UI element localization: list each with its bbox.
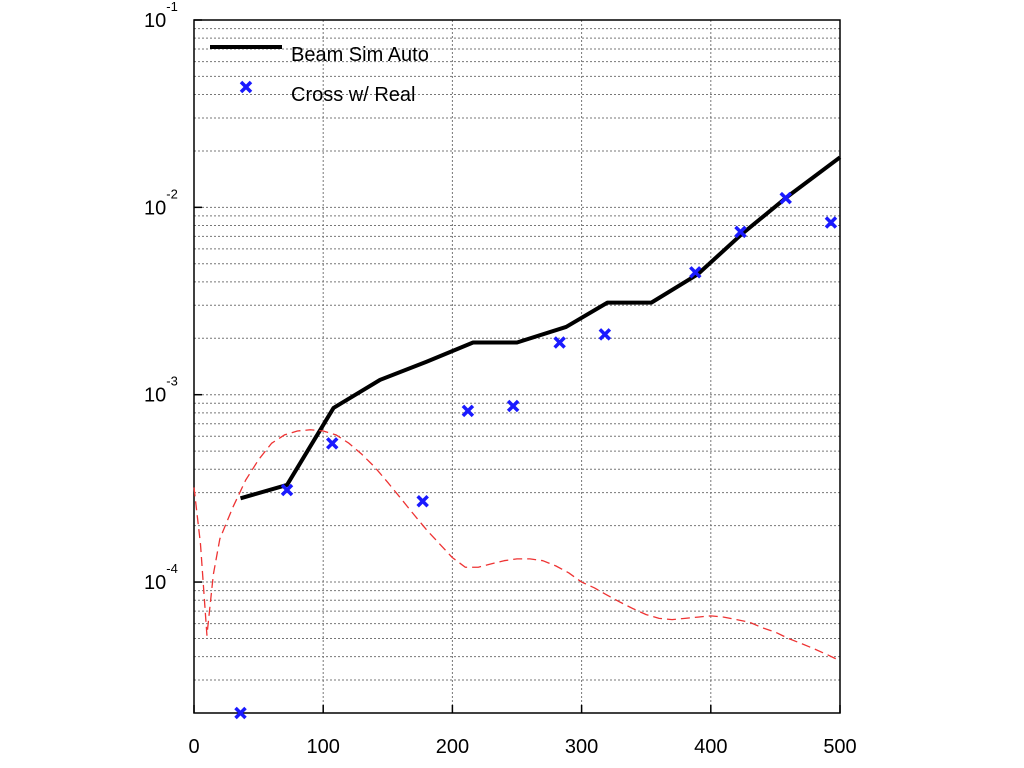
series-line-beam-sim-auto <box>239 155 842 501</box>
data-point-cross <box>506 399 520 413</box>
data-point-cross <box>234 706 247 720</box>
data-point-cross <box>824 216 838 229</box>
legend: Beam Sim Auto Cross w/ Real <box>210 44 429 106</box>
y-tick-label: 10-2 <box>144 186 178 219</box>
legend-marker-swatch <box>239 80 253 94</box>
data-point-cross <box>734 225 747 239</box>
data-point-cross <box>689 266 702 279</box>
data-point-cross <box>416 494 429 508</box>
data-point-cross <box>280 483 294 497</box>
y-axis-ticks: 10-1 10-2 10-3 10-4 <box>144 0 202 594</box>
data-point-cross <box>461 404 475 418</box>
x-tick-label: 400 <box>694 736 727 758</box>
legend-label-beam-sim-auto: Beam Sim Auto <box>291 44 429 66</box>
data-point-cross <box>553 336 566 349</box>
data-point-cross <box>598 328 612 341</box>
x-tick-label: 300 <box>565 736 598 758</box>
y-tick-label: 10-4 <box>144 561 178 594</box>
x-tick-label: 100 <box>307 736 340 758</box>
x-axis-ticks: 0 100 200 300 400 500 <box>188 705 857 758</box>
x-tick-label: 0 <box>188 736 199 758</box>
y-tick-label: 10-1 <box>144 0 178 32</box>
x-tick-label: 500 <box>823 736 856 758</box>
x-tick-label: 200 <box>436 736 469 758</box>
data-point-cross <box>326 437 339 450</box>
y-tick-label: 10-3 <box>144 374 178 407</box>
series-dashed-curve <box>193 429 841 662</box>
data-point-cross <box>779 191 792 205</box>
plot-frame <box>193 19 841 714</box>
series-layer <box>193 155 842 720</box>
legend-label-cross-w-real: Cross w/ Real <box>291 84 415 106</box>
grid <box>193 20 841 714</box>
